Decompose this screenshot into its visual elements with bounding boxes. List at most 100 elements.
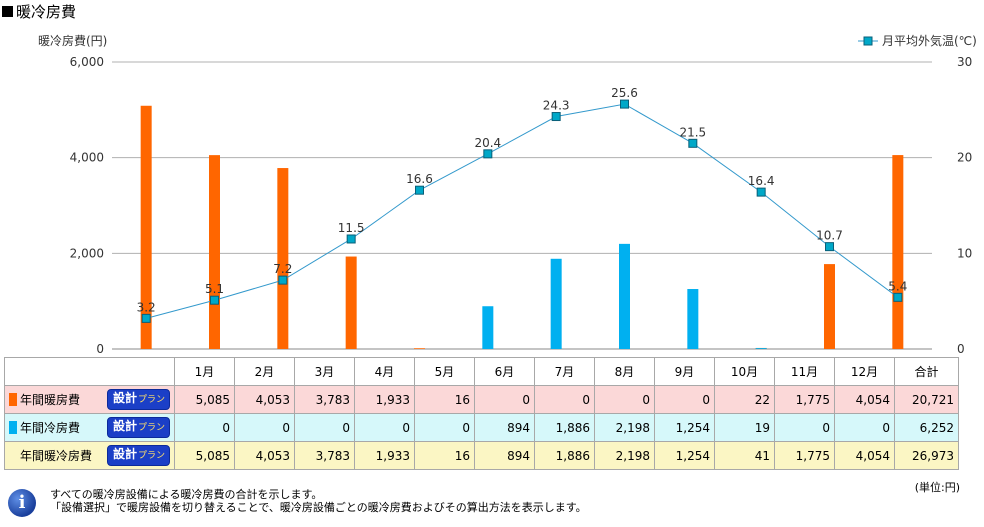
temperature-label: 16.4 xyxy=(748,174,775,188)
table-cell: 0 xyxy=(774,413,835,442)
temperature-label: 25.6 xyxy=(611,86,638,100)
plan-button[interactable]: 設計プラン xyxy=(106,389,170,410)
legend: 月平均外気温(℃) xyxy=(858,33,977,48)
row-label: 年間冷房費 xyxy=(9,419,80,436)
note-line-1: すべての暖冷房設備による暖冷房費の合計を示します。 xyxy=(50,488,323,501)
table-cell: 2,198 xyxy=(594,413,655,442)
plan-button[interactable]: 設計プラン xyxy=(106,417,170,438)
title-text: 暖冷房費 xyxy=(16,3,77,21)
left-tick-label: 4,000 xyxy=(70,151,104,165)
temperature-label: 11.5 xyxy=(338,221,365,235)
table-header-row: 1月 2月 3月 4月 5月 6月 7月 8月 9月 10月 11月 12月 合計 xyxy=(4,357,959,386)
temperature-label: 21.5 xyxy=(679,125,706,139)
table-cell: 1,254 xyxy=(654,413,715,442)
table-cell: 1,886 xyxy=(534,413,595,442)
chart-area: 0 2,000 4,000 6,000 0 10 20 30 3.2 5.1 7.2 11.5 16… xyxy=(38,33,977,356)
table-header-cell: 7月 xyxy=(534,357,595,386)
plan-button[interactable]: 設計プラン xyxy=(106,445,170,466)
temperature-point xyxy=(483,149,493,159)
info-icon: i xyxy=(8,489,36,517)
legend-marker-icon xyxy=(863,36,873,46)
table-header-cell: 合計 xyxy=(894,357,959,386)
table-cell: 0 xyxy=(474,385,535,414)
right-tick-label: 30 xyxy=(957,55,972,69)
series-color-icon xyxy=(9,393,17,406)
table-cell: 16 xyxy=(414,441,475,470)
cooling-bar xyxy=(619,243,630,349)
table-cell: 5,085 xyxy=(174,441,235,470)
left-tick-label: 2,000 xyxy=(70,246,104,260)
row-label: 年間暖房費 xyxy=(9,391,80,408)
temperature-label: 24.3 xyxy=(543,99,570,113)
table-header-cell: 10月 xyxy=(714,357,775,386)
heating-bar xyxy=(345,256,357,349)
temperature-label: 20.4 xyxy=(474,136,501,150)
plan-button-main: 設計 xyxy=(112,419,137,433)
table-header-cell: 4月 xyxy=(354,357,415,386)
table-cell: 0 xyxy=(654,385,715,414)
temperature-label: 10.7 xyxy=(816,229,843,243)
temperature-label: 7.2 xyxy=(273,262,292,276)
row-label-cell: 年間暖房費 設計プラン xyxy=(4,385,175,414)
table-cell: 16 xyxy=(414,385,475,414)
table-row: 年間冷房費 設計プラン 0 0 0 0 0 894 1,886 2,198 1,254 19 0 0 6,2… xyxy=(4,413,959,442)
temperature-label: 3.2 xyxy=(137,300,156,314)
heating-bar xyxy=(209,155,220,349)
row-label-cell: 年間暖冷房費 設計プラン xyxy=(4,441,175,470)
table-header-cell: 12月 xyxy=(834,357,895,386)
table-header-cell: 9月 xyxy=(654,357,715,386)
table-cell: 0 xyxy=(234,413,295,442)
row-label-text: 年間暖冷房費 xyxy=(20,449,93,463)
table-header-corner xyxy=(4,357,175,386)
right-tick-label: 10 xyxy=(957,246,972,260)
temperature-point xyxy=(278,275,288,285)
row-label-text: 年間冷房費 xyxy=(20,421,81,435)
temperature-label: 16.6 xyxy=(406,172,433,186)
temperature-point xyxy=(825,242,834,252)
cooling-bar xyxy=(482,306,494,349)
temperature-point xyxy=(893,292,903,302)
cooling-bar xyxy=(687,289,699,349)
legend-label: 月平均外気温(℃) xyxy=(882,33,977,48)
table-cell: 0 xyxy=(354,413,415,442)
table-cell: 0 xyxy=(534,385,595,414)
heating-bar xyxy=(892,155,904,349)
temperature-label: 5.1 xyxy=(205,282,224,296)
table-cell: 1,254 xyxy=(654,441,715,470)
table-row: 年間暖冷房費 設計プラン 5,085 4,053 3,783 1,933 16 894 1,88… xyxy=(4,441,959,470)
series-color-icon xyxy=(9,421,17,434)
temperature-point xyxy=(620,99,629,109)
table-header-cell: 5月 xyxy=(414,357,475,386)
row-label-text: 年間暖房費 xyxy=(20,393,81,407)
table-cell: 1,933 xyxy=(354,441,415,470)
left-tick-label: 0 xyxy=(96,342,104,356)
left-axis-label: 暖冷房費(円) xyxy=(38,33,107,48)
table-cell: 6,252 xyxy=(894,413,959,442)
table-cell: 19 xyxy=(714,413,775,442)
table-cell: 894 xyxy=(474,441,535,470)
table-cell: 2,198 xyxy=(594,441,655,470)
table-cell: 0 xyxy=(174,413,235,442)
plan-button-sub: プラン xyxy=(137,423,165,433)
table-cell: 0 xyxy=(834,413,895,442)
table-cell: 3,783 xyxy=(294,441,355,470)
table-cell: 26,973 xyxy=(894,441,959,470)
heating-bar xyxy=(414,348,425,349)
table-cell: 4,054 xyxy=(834,385,895,414)
data-table: 1月 2月 3月 4月 5月 6月 7月 8月 9月 10月 11月 12月 合計 年間暖房費 設計プラン 5… xyxy=(4,357,959,470)
table-cell: 22 xyxy=(714,385,775,414)
note-line-2: 「設備選択」で暖房設備を切り替えることで、暖冷房設備ごとの暖冷房費およびその算出… xyxy=(50,501,587,514)
temperature-point xyxy=(141,313,151,323)
table-cell: 20,721 xyxy=(894,385,959,414)
right-tick-label: 20 xyxy=(957,151,972,165)
heating-bar xyxy=(277,168,289,349)
temperature-point xyxy=(551,112,561,122)
table-header-cell: 1月 xyxy=(174,357,235,386)
unit-note: (単位:円) xyxy=(914,481,960,494)
title-square-icon xyxy=(2,6,13,17)
table-cell: 1,933 xyxy=(354,385,415,414)
right-tick-label: 0 xyxy=(957,342,965,356)
row-label: 年間暖冷房費 xyxy=(9,447,92,464)
table-header-cell: 2月 xyxy=(234,357,295,386)
row-label-cell: 年間冷房費 設計プラン xyxy=(4,413,175,442)
